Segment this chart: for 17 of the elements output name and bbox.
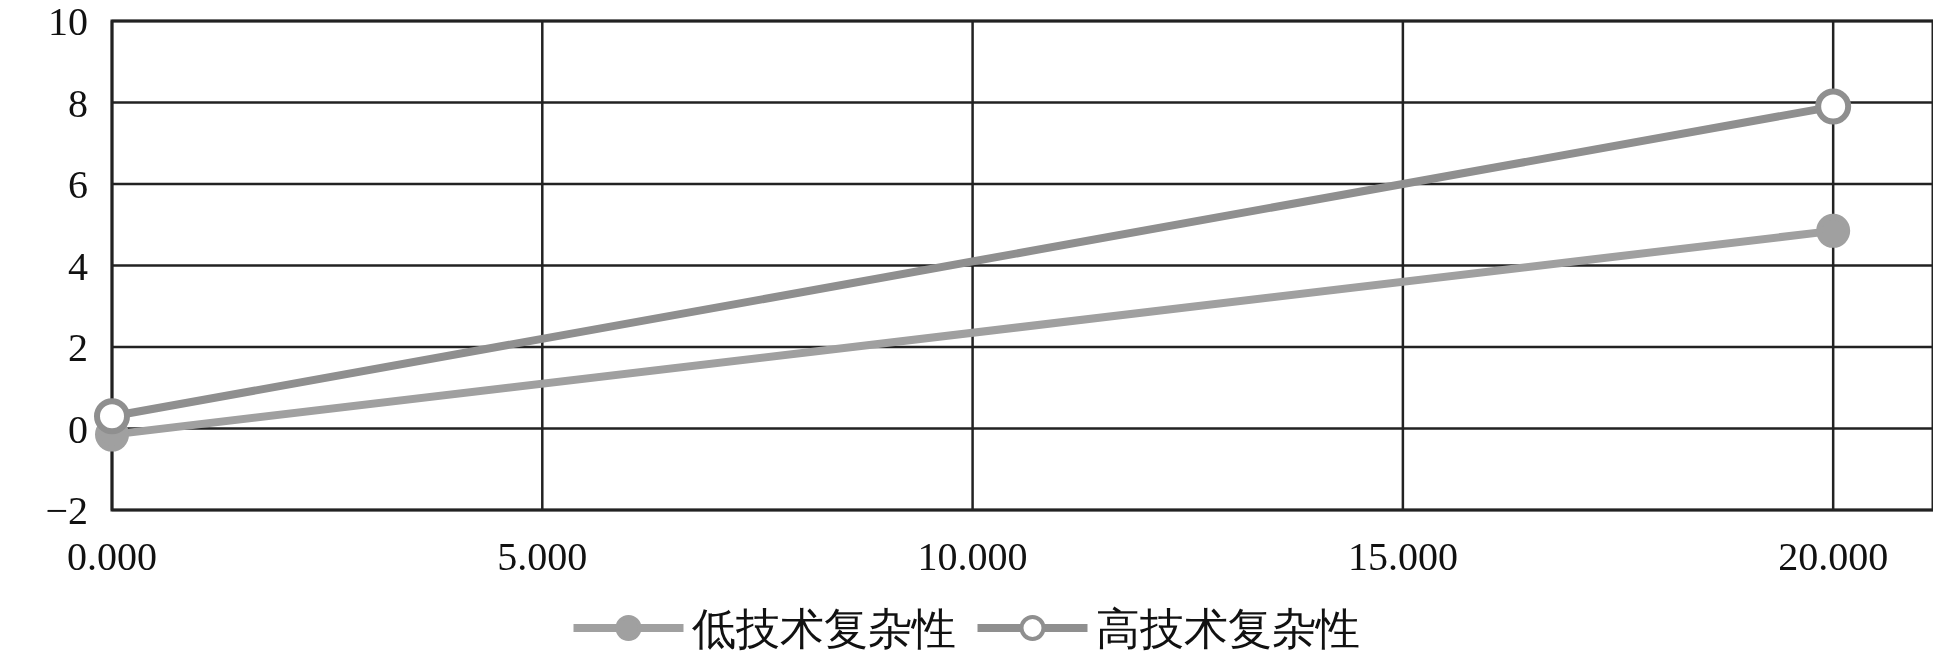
x-tick-label: 0.000 bbox=[67, 534, 157, 579]
legend-label: 低技术复杂性 bbox=[691, 605, 956, 654]
point bbox=[1816, 213, 1851, 248]
y-tick-label: 2 bbox=[68, 325, 88, 370]
x-tick-label: 15.000 bbox=[1347, 534, 1458, 579]
y-tick-label: 10 bbox=[48, 0, 88, 44]
legend-label: 高技术复杂性 bbox=[1095, 605, 1360, 654]
y-tick-label: 8 bbox=[68, 80, 88, 126]
point bbox=[1815, 88, 1852, 125]
x-tick-label: 10.000 bbox=[917, 534, 1028, 579]
y-tick-label: 4 bbox=[68, 243, 88, 289]
x-tick-label: 20.000 bbox=[1778, 534, 1889, 579]
y-tick-label: 6 bbox=[68, 162, 88, 207]
x-tick-label: 5.000 bbox=[497, 534, 588, 579]
y-tick-label: −2 bbox=[45, 488, 88, 533]
y-tick-label: 0 bbox=[68, 406, 88, 452]
point bbox=[94, 398, 130, 435]
